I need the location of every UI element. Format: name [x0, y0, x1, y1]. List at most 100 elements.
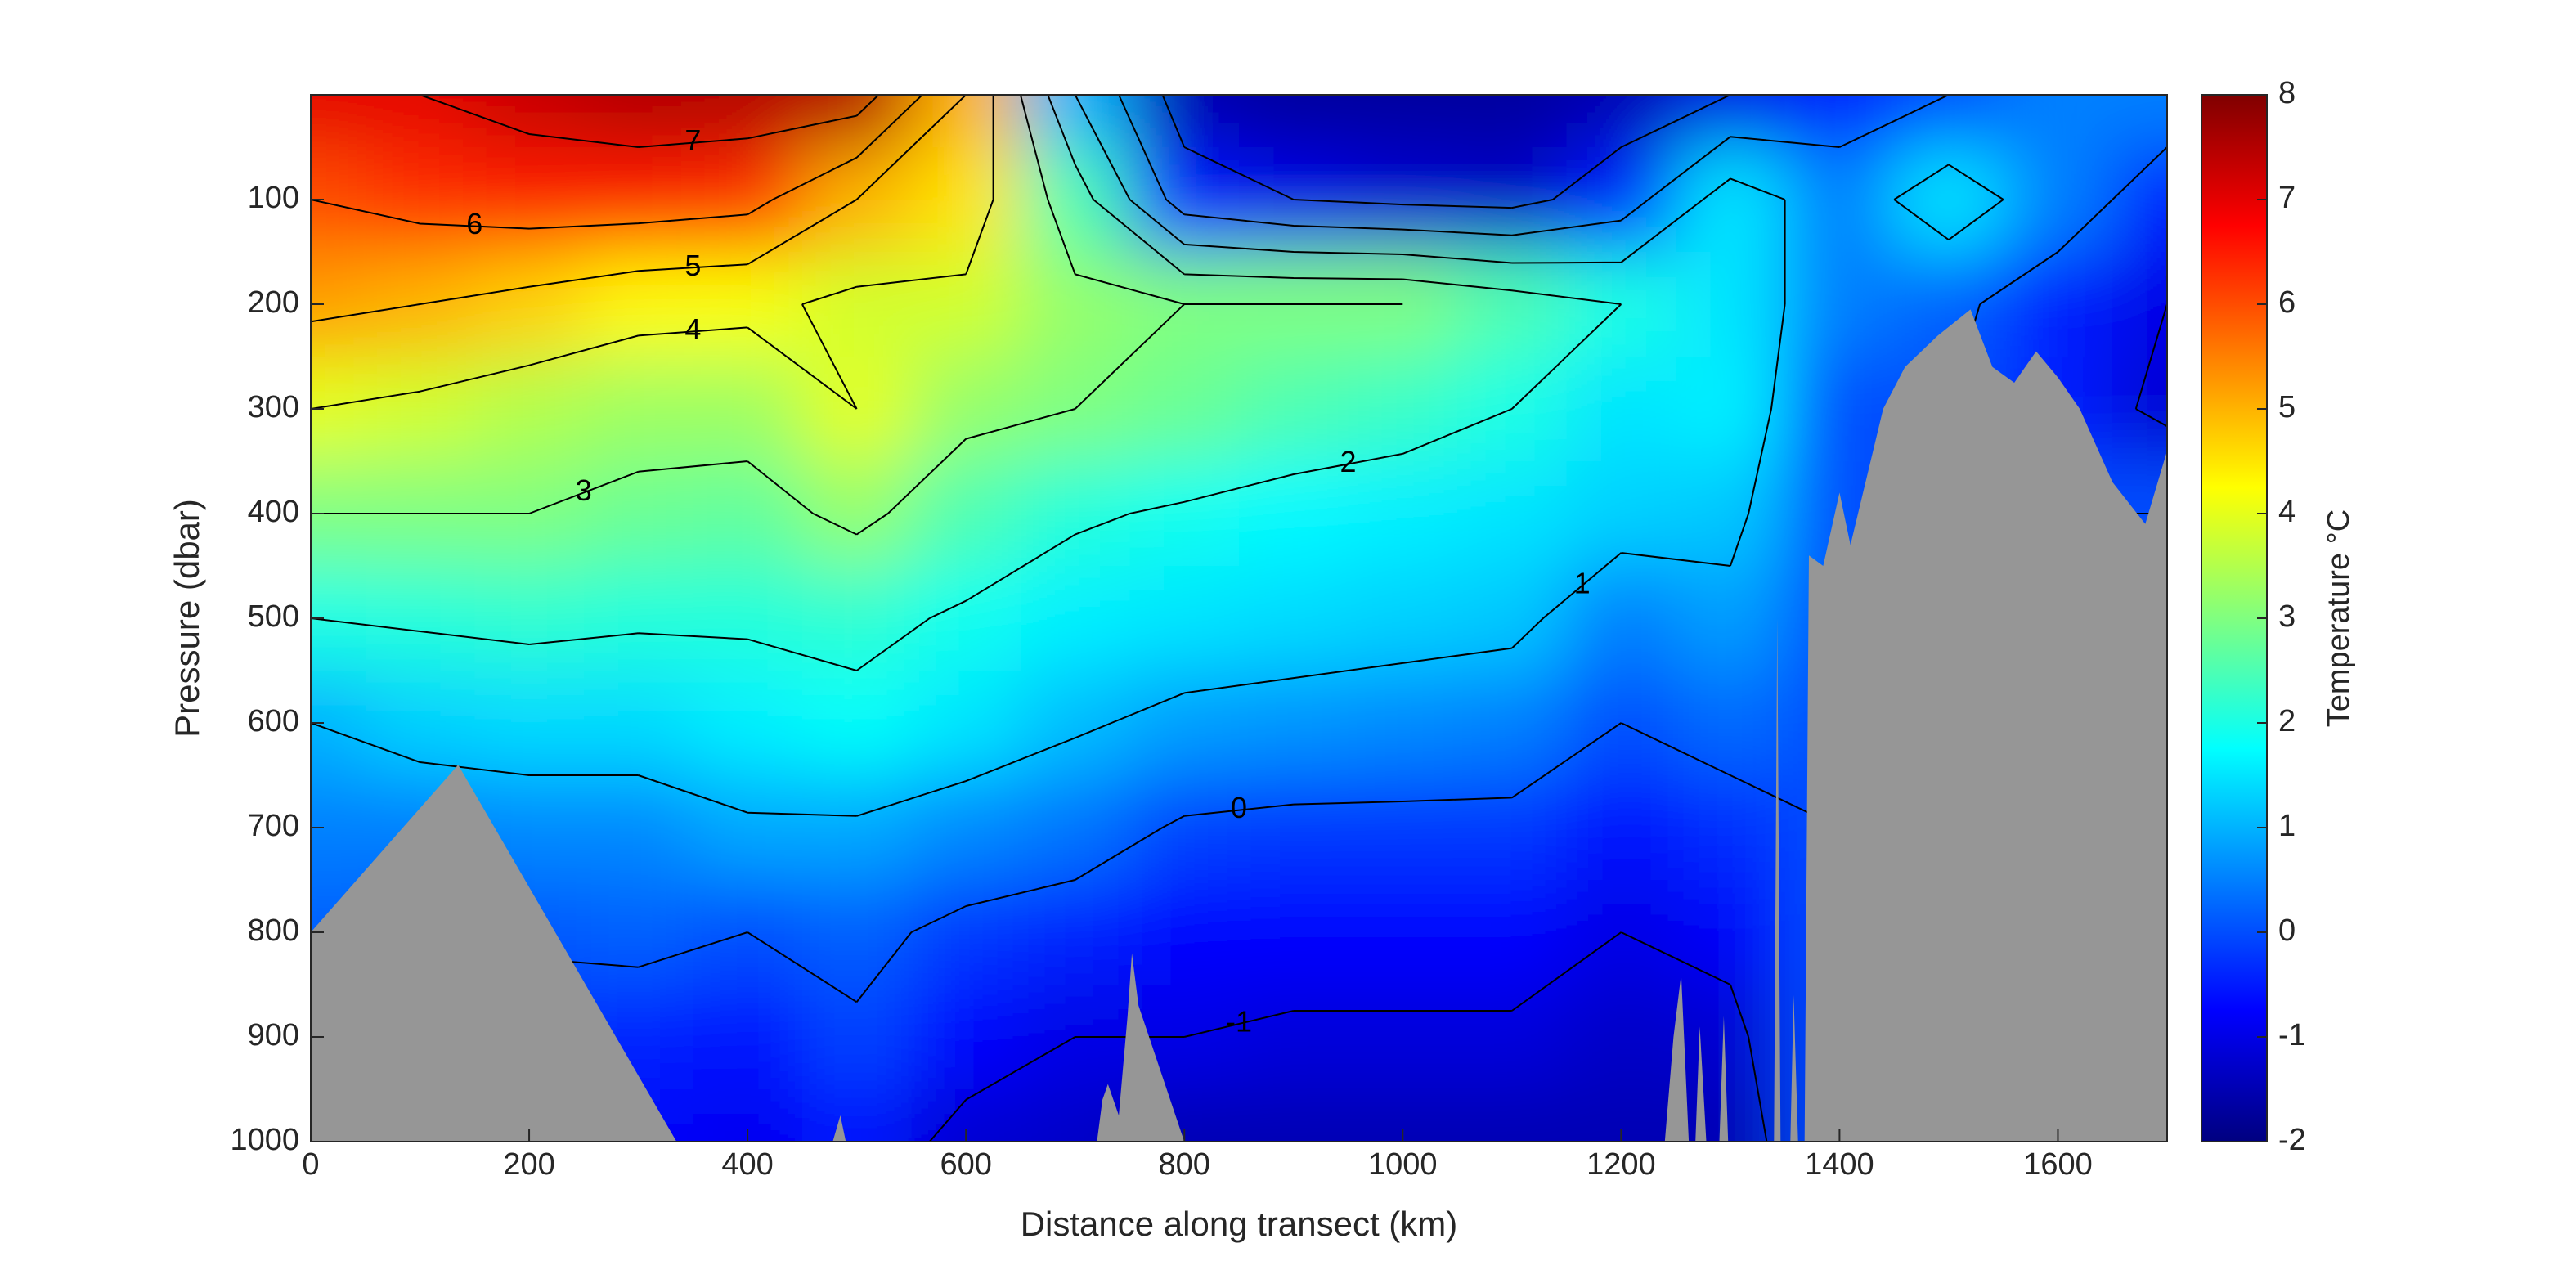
temperature-cell	[911, 880, 1021, 985]
y-tick-label: 700	[248, 809, 299, 843]
temperature-cell	[474, 357, 585, 462]
bathymetry-area	[311, 309, 2167, 1142]
contour-label: 5	[684, 249, 701, 282]
colorbar-tick-label: -2	[2278, 1123, 2306, 1157]
temperature-cell	[583, 357, 694, 462]
temperature-cell	[1239, 985, 1349, 1090]
temperature-cell	[801, 1089, 913, 1142]
temperature-cell	[1020, 775, 1131, 881]
temperature-cell	[911, 1089, 1021, 1142]
temperature-cell	[474, 147, 585, 253]
temperature-cell	[474, 95, 585, 148]
temperature-cell	[1239, 461, 1349, 567]
temperature-cell	[1676, 252, 1786, 357]
bathymetry	[311, 309, 2167, 1142]
temperature-cell	[1239, 95, 1349, 148]
temperature-cell	[1020, 566, 1131, 671]
colorbar-tick-label: 4	[2278, 495, 2296, 529]
temperature-cell	[693, 461, 803, 567]
x-axis-label: Distance along transect (km)	[1021, 1205, 1458, 1243]
temperature-cell	[1784, 147, 1896, 253]
temperature-cell	[1348, 880, 1459, 985]
temperature-cell	[1566, 775, 1677, 881]
temperature-cell	[801, 566, 913, 671]
temperature-cell	[1894, 95, 2004, 148]
x-tick-label: 1200	[1586, 1147, 1656, 1182]
x-tick-label: 0	[302, 1147, 319, 1182]
temperature-cell	[693, 566, 803, 671]
temperature-cell	[801, 357, 913, 462]
temperature-cell	[911, 985, 1021, 1090]
colorbar-tick-label: 7	[2278, 181, 2296, 215]
temperature-cell	[911, 461, 1021, 567]
temperature-cell	[365, 147, 476, 253]
temperature-cell	[1676, 357, 1786, 462]
temperature-cell	[583, 566, 694, 671]
temperature-cell	[801, 252, 913, 357]
temperature-cell	[1020, 147, 1131, 253]
temperature-cell	[1020, 461, 1131, 567]
temperature-cell	[583, 461, 694, 567]
x-tick-label: 200	[503, 1147, 554, 1182]
temperature-cell	[1129, 671, 1240, 776]
temperature-cell	[801, 880, 913, 985]
temperature-cell	[1020, 252, 1131, 357]
temperature-cell	[1676, 880, 1786, 985]
y-tick-label: 400	[248, 495, 299, 529]
temperature-cell	[1129, 461, 1240, 567]
temperature-cell	[801, 775, 913, 881]
temperature-cell	[1566, 357, 1677, 462]
temperature-cell	[1348, 357, 1459, 462]
y-tick-label: 600	[248, 704, 299, 738]
temperature-cell	[1348, 671, 1459, 776]
contour-line	[311, 95, 2004, 817]
temperature-cell	[1129, 880, 1240, 985]
temperature-cell	[1676, 566, 1786, 671]
temperature-cell	[1457, 1089, 1568, 1142]
temperature-cell	[1457, 461, 1568, 567]
temperature-cell	[1129, 357, 1240, 462]
temperature-cell	[583, 880, 694, 985]
temperature-cell	[1894, 147, 2004, 253]
temperature-cell	[365, 95, 476, 148]
temperature-cell	[693, 1089, 803, 1142]
contour-label: -1	[1226, 1005, 1252, 1039]
temperature-cell	[1457, 775, 1568, 881]
temperature-cell	[693, 147, 803, 253]
temperature-cell	[911, 252, 1021, 357]
colorbar-tick-label: 3	[2278, 599, 2296, 634]
temperature-cell	[1676, 985, 1786, 1090]
x-tick-label: 1400	[1805, 1147, 1874, 1182]
temperature-cell	[1129, 566, 1240, 671]
temperature-cell	[1457, 566, 1568, 671]
temperature-cell	[911, 95, 1021, 148]
temperature-cell	[583, 671, 694, 776]
cells	[311, 95, 2167, 1142]
temperature-cell	[693, 95, 803, 148]
contour-line	[311, 95, 923, 230]
temperature-cell	[1676, 147, 1786, 253]
temperature-cell	[1457, 985, 1568, 1090]
temperature-cell	[1348, 985, 1459, 1090]
contour-line	[311, 95, 1622, 671]
contour-label: 7	[684, 123, 701, 157]
contour-label: 6	[466, 207, 482, 240]
x-tick-label: 1000	[1368, 1147, 1438, 1182]
temperature-cell	[911, 357, 1021, 462]
temperature-cell	[1784, 95, 1896, 148]
temperature-cell	[1784, 252, 1896, 357]
temperature-cell	[1239, 775, 1349, 881]
temperature-cell	[1457, 671, 1568, 776]
x-tick-label: 1600	[2023, 1147, 2093, 1182]
contour-line	[311, 95, 994, 410]
temperature-cell	[801, 671, 913, 776]
temperature-cell	[583, 775, 694, 881]
temperature-cell	[2112, 95, 2167, 148]
y-tick-label: 100	[248, 181, 299, 215]
temperature-cell	[1348, 95, 1459, 148]
colorbar-tick-label: 8	[2278, 76, 2296, 110]
temperature-cell	[1676, 1089, 1786, 1142]
contour-label: 3	[576, 473, 592, 507]
colorbar-tick-label: -1	[2278, 1018, 2306, 1052]
